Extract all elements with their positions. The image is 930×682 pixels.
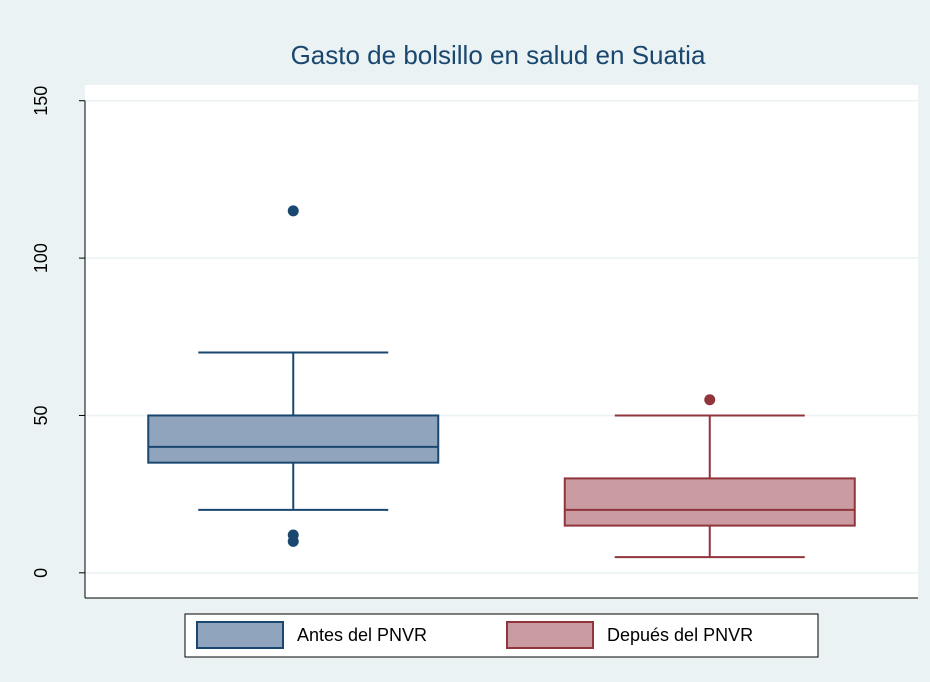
outlier (287, 535, 299, 547)
legend-swatch (196, 621, 284, 649)
legend-box (184, 613, 819, 658)
box (147, 414, 440, 464)
chart-title: Gasto de bolsillo en salud en Suatia (291, 40, 706, 70)
legend-swatch (506, 621, 594, 649)
y-tick-label: 100 (31, 243, 51, 273)
legend-label: Antes del PNVR (297, 625, 427, 645)
legend-label: Depués del PNVR (607, 625, 753, 645)
y-tick-label: 150 (31, 86, 51, 116)
y-tick-label: 0 (31, 568, 51, 578)
outlier (704, 394, 716, 406)
box (563, 477, 856, 527)
y-tick-label: 50 (31, 405, 51, 425)
outlier (287, 205, 299, 217)
